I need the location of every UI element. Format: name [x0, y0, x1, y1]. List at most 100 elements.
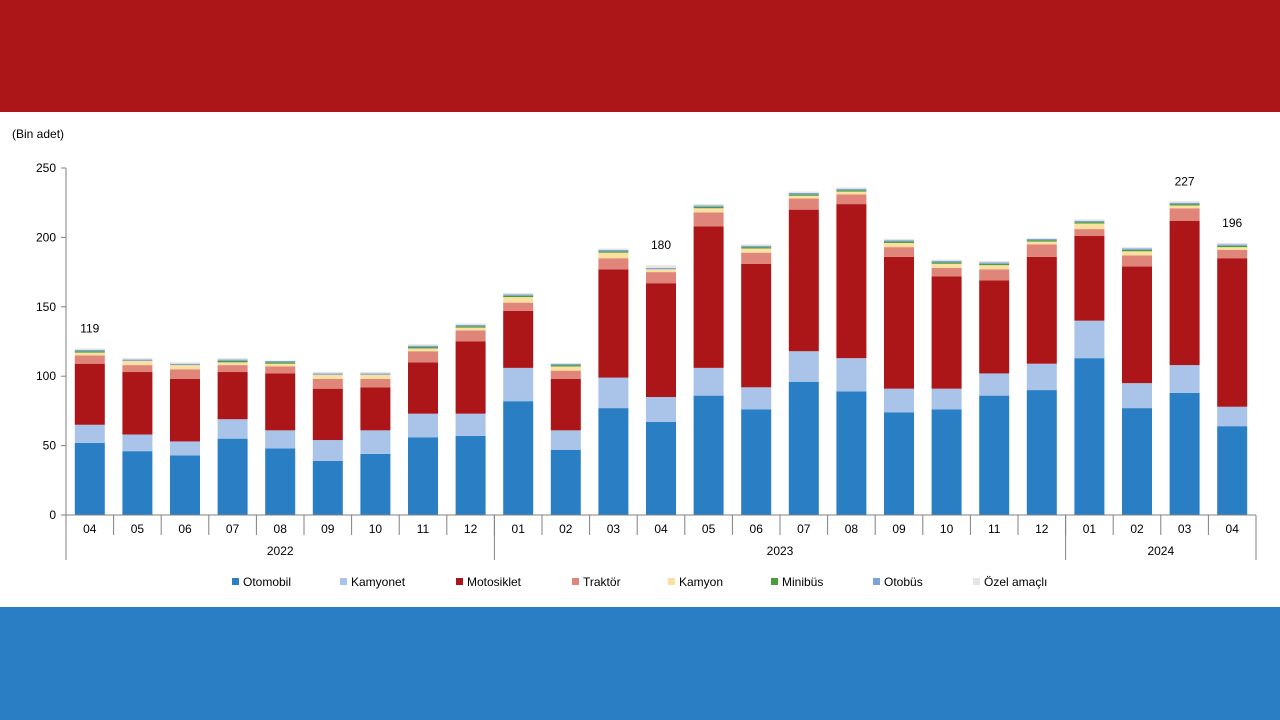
y-tick-label: 50 [43, 439, 57, 453]
bar-segment [408, 362, 438, 414]
bar-segment [931, 263, 962, 268]
year-label: 2024 [1147, 544, 1174, 558]
bar-segment [455, 341, 486, 414]
bar-segment [788, 381, 819, 515]
bar-segment [122, 434, 153, 452]
bar-segment [74, 355, 105, 364]
bar-segment [74, 442, 105, 515]
bar-segment [170, 378, 200, 442]
bar-segment [1122, 255, 1152, 267]
bar-segment [360, 453, 391, 515]
bar-segment [503, 295, 534, 298]
bottom-blue-band [0, 607, 1280, 720]
x-tick-label: 10 [369, 522, 383, 536]
x-tick-label: 12 [1035, 522, 1049, 536]
bar-segment [741, 263, 772, 388]
bar-segment [836, 204, 867, 359]
bar-segment [550, 365, 581, 367]
bar-segment [360, 430, 391, 454]
bar-segment [217, 372, 248, 420]
legend-label: Kamyon [679, 575, 723, 589]
bar-segment [646, 269, 676, 273]
bar-segment [360, 387, 391, 431]
bar-segment [455, 330, 486, 342]
bar-segment [312, 388, 343, 441]
bar-segment [265, 430, 296, 449]
bar-segment [836, 188, 867, 191]
bar-segment [1026, 363, 1057, 391]
bar-total-label: 119 [80, 321, 99, 335]
x-tick-label: 08 [274, 522, 288, 536]
x-tick-label: 08 [845, 522, 859, 536]
bar-segment [455, 413, 486, 436]
bar-segment [1217, 426, 1248, 515]
bar-segment [979, 263, 1010, 266]
bar-segment [360, 374, 391, 379]
bar-segment [788, 351, 819, 382]
x-tick-label: 02 [559, 522, 573, 536]
bar-segment [741, 387, 772, 410]
bar-segment [741, 244, 772, 246]
x-tick-label: 03 [1178, 522, 1192, 536]
bar-segment [1074, 320, 1105, 359]
bar-segment [408, 348, 438, 352]
x-tick-label: 07 [797, 522, 811, 536]
bar-segment [788, 195, 819, 199]
bar-segment [884, 241, 914, 243]
bar-segment [550, 378, 581, 431]
bar-segment [1026, 390, 1057, 515]
bar-segment [217, 362, 248, 366]
bar-segment [693, 204, 724, 206]
bar-segment [360, 378, 391, 388]
bar-segment [360, 372, 391, 374]
bar-segment [217, 438, 248, 515]
bar-segment [979, 280, 1010, 374]
bar-segment [265, 363, 296, 367]
bar-total-label: 180 [651, 238, 671, 252]
legend-swatch [340, 578, 347, 585]
bar-segment [693, 212, 724, 227]
bar-segment [455, 323, 486, 325]
bar-segment [1169, 220, 1200, 366]
bar-segment [931, 267, 962, 277]
x-tick-label: 10 [940, 522, 954, 536]
bar-segment [598, 258, 629, 270]
bar-segment [312, 440, 343, 461]
bar-segment [74, 348, 105, 350]
bar-segment [408, 347, 438, 349]
bar-segment [693, 395, 724, 515]
bar-segment [1026, 240, 1057, 242]
bar-segment [217, 360, 248, 363]
bar-segment [503, 292, 534, 295]
bar-segment [741, 245, 772, 248]
bar-segment [550, 366, 581, 371]
x-tick-label: 05 [702, 522, 716, 536]
bar-segment [836, 191, 867, 195]
bar-segment [122, 359, 153, 361]
legend-swatch [572, 578, 579, 585]
bar-segment [455, 435, 486, 515]
bar-segment [931, 262, 962, 264]
bar-segment [741, 409, 772, 515]
bar-segment [122, 365, 153, 373]
bar-segment [74, 351, 105, 353]
bar-segment [646, 283, 676, 398]
x-tick-label: 11 [988, 522, 1001, 536]
bar-segment [1169, 201, 1200, 203]
bar-segment [408, 437, 438, 515]
bar-segment [217, 365, 248, 373]
bar-segment [217, 359, 248, 361]
bar-segment [598, 252, 629, 259]
bar-segment [693, 205, 724, 207]
bar-segment [836, 190, 867, 192]
bar-segment [503, 367, 534, 402]
bar-segment [265, 373, 296, 431]
bar-segment [408, 345, 438, 348]
x-tick-label: 07 [226, 522, 240, 536]
x-tick-label: 05 [131, 522, 145, 536]
bar-segment [741, 247, 772, 249]
bar-segment [979, 373, 1010, 396]
legend-label: Otomobil [243, 575, 291, 589]
bar-segment [74, 352, 105, 356]
